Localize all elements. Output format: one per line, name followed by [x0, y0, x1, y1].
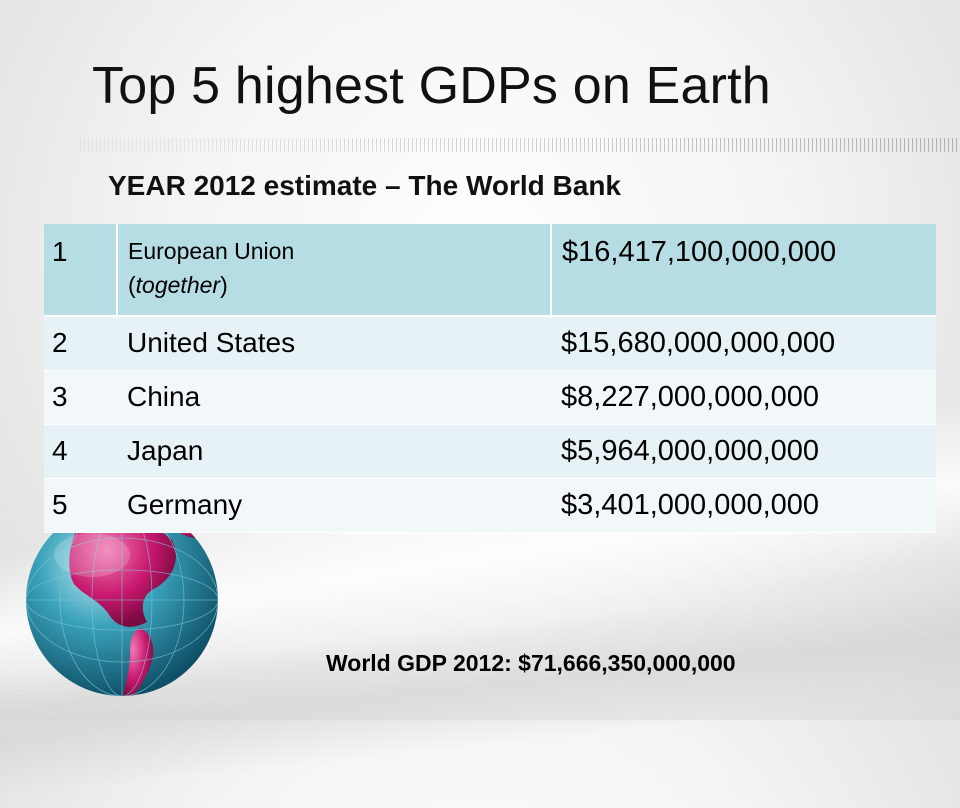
table-row: 5 Germany $3,401,000,000,000: [44, 478, 936, 533]
gdp-value-cell: $5,964,000,000,000: [551, 424, 936, 479]
world-gdp-total: World GDP 2012: $71,666,350,000,000: [326, 650, 736, 676]
gdp-value-cell: $3,401,000,000,000: [551, 478, 936, 533]
table-row: 2 United States $15,680,000,000,000: [44, 316, 936, 371]
rank-cell: 3: [44, 370, 117, 425]
gdp-value-cell: $8,227,000,000,000: [551, 370, 936, 425]
country-cell: China: [117, 370, 551, 425]
country-cell: United States: [117, 316, 551, 371]
country-cell: Japan: [117, 424, 551, 479]
country-cell: Germany: [117, 478, 551, 533]
country-note: (together): [128, 272, 228, 298]
gdp-value-cell: $15,680,000,000,000: [551, 316, 936, 371]
table-row-top: 1 European Union (together) $16,417,100,…: [44, 224, 936, 316]
slide-subtitle: YEAR 2012 estimate – The World Bank: [108, 170, 621, 201]
gdp-value-cell: $16,417,100,000,000: [550, 224, 936, 316]
table-row: 3 China $8,227,000,000,000: [44, 370, 936, 425]
title-divider: [80, 138, 960, 152]
country-name: European Union: [128, 238, 295, 264]
rank-cell: 2: [44, 316, 117, 371]
table-row: 4 Japan $5,964,000,000,000: [44, 424, 936, 479]
rank-cell: 5: [44, 478, 117, 533]
rank-cell: 1: [52, 236, 68, 267]
country-note-italic: together: [135, 272, 221, 298]
globe-icon: [26, 504, 218, 696]
slide-title: Top 5 highest GDPs on Earth: [92, 57, 771, 115]
gdp-table: 1 European Union (together) $16,417,100,…: [44, 224, 936, 533]
country-cell: European Union (together): [116, 224, 551, 316]
rank-cell: 4: [44, 424, 117, 479]
